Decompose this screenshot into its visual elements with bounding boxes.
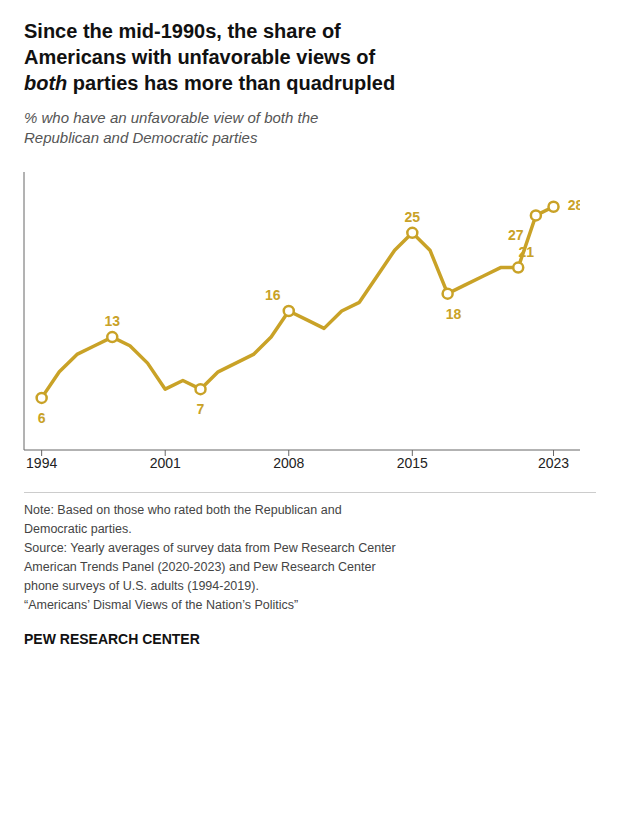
- svg-text:7: 7: [197, 401, 205, 417]
- svg-text:18: 18: [446, 306, 462, 322]
- html-text:PEW RESEARCH CENTER: PEW RESEARCH CENTER: [24, 631, 200, 647]
- html-text:Since the mid-1990s, the share: Since the mid-1990s, the share of: [24, 20, 341, 42]
- html-text:Republican and Democratic part: Republican and Democratic parties: [24, 129, 258, 146]
- svg-text:2015: 2015: [397, 455, 428, 471]
- svg-text:1994: 1994: [26, 455, 57, 471]
- html-text:Americans with unfavorable vie: Americans with unfavorable views of: [24, 46, 376, 68]
- svg-text:6: 6: [38, 410, 46, 426]
- svg-text:27: 27: [508, 227, 524, 243]
- html-text:% who have an unfavorable view: % who have an unfavorable view of both t…: [24, 109, 319, 126]
- svg-text:25: 25: [405, 209, 421, 225]
- svg-text:16: 16: [265, 287, 281, 303]
- html-text:Note: Based on those who rated: Note: Based on those who rated both the …: [24, 503, 396, 612]
- html-text:both parties has more than qua: both parties has more than quadrupled: [24, 72, 396, 94]
- svg-text:2008: 2008: [273, 455, 304, 471]
- svg-text:2023: 2023: [538, 455, 569, 471]
- svg-text:21: 21: [518, 244, 534, 260]
- svg-text:2001: 2001: [150, 455, 181, 471]
- svg-text:13: 13: [104, 313, 120, 329]
- svg-text:28: 28: [568, 197, 580, 213]
